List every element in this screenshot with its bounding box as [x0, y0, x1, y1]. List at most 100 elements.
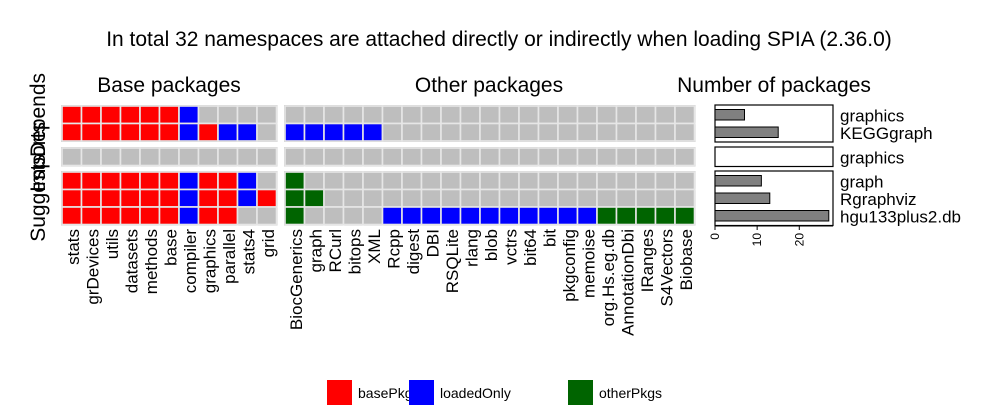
base-column-label: stats4	[239, 229, 258, 274]
heatmap-cell	[401, 188, 423, 208]
heatmap-cell	[119, 147, 141, 167]
other-column-label: rlang	[462, 229, 481, 267]
heatmap-cell	[284, 171, 306, 191]
heatmap-cell	[440, 206, 462, 226]
heatmap-cell	[615, 105, 637, 125]
heatmap-cell	[119, 171, 141, 191]
heatmap-cell	[518, 171, 540, 191]
heatmap-cell	[498, 122, 520, 142]
heatmap-cell	[635, 188, 657, 208]
heatmap-cell	[654, 105, 676, 125]
heatmap-cell	[381, 206, 403, 226]
heatmap-cell	[537, 171, 559, 191]
heatmap-cell	[217, 206, 239, 226]
heatmap-cell	[284, 188, 306, 208]
count-bar	[714, 192, 771, 204]
heatmap-cell	[119, 122, 141, 142]
heatmap-cell	[323, 171, 345, 191]
heatmap-cell	[420, 206, 442, 226]
heatmap-cell	[381, 105, 403, 125]
row-group-label: Depends	[27, 73, 50, 157]
heatmap-cell	[119, 206, 141, 226]
heatmap-cell	[576, 105, 598, 125]
heatmap-cell	[323, 147, 345, 167]
bar-panel-frame	[714, 146, 834, 168]
heatmap-cell	[635, 105, 657, 125]
heatmap-cell	[100, 206, 122, 226]
count-section-title: Number of packages	[677, 74, 871, 97]
heatmap-cell	[498, 147, 520, 167]
heatmap-cell	[303, 105, 325, 125]
base-column-label: graphics	[200, 229, 219, 293]
heatmap-cell	[256, 206, 278, 226]
heatmap-cell	[459, 188, 481, 208]
chart-title: In total 32 namespaces are attached dire…	[106, 28, 892, 51]
heatmap-cell	[557, 105, 579, 125]
other-column-label: Biobase	[677, 229, 696, 290]
heatmap-cell	[61, 188, 83, 208]
heatmap-cell	[479, 122, 501, 142]
heatmap-cell	[557, 122, 579, 142]
other-section-title: Other packages	[415, 74, 563, 97]
row-label: graph	[840, 173, 883, 192]
heatmap-cell	[158, 147, 180, 167]
heatmap-cell	[158, 171, 180, 191]
heatmap-cell	[440, 122, 462, 142]
heatmap-cell	[303, 188, 325, 208]
legend-label: basePkgs	[358, 385, 419, 401]
row-labels: graphicsKEGGgraphgraphicsgraphRgraphvizh…	[840, 107, 961, 227]
heatmap-cell	[139, 105, 161, 125]
heatmap-cell	[217, 122, 239, 142]
heatmap-cell	[518, 147, 540, 167]
heatmap-cell	[654, 171, 676, 191]
heatmap-cell	[674, 206, 696, 226]
heatmap-cell	[178, 188, 200, 208]
other-column-label: BiocGenerics	[287, 229, 306, 330]
heatmap-cell	[217, 188, 239, 208]
heatmap-cell	[576, 206, 598, 226]
heatmap-cell	[61, 105, 83, 125]
heatmap-cell	[381, 122, 403, 142]
heatmap-cell	[284, 147, 306, 167]
count-bar	[714, 175, 762, 187]
heatmap-cell	[236, 105, 258, 125]
heatmap-cell	[498, 188, 520, 208]
heatmap-cell	[596, 206, 618, 226]
other-column-label: S4Vectors	[657, 229, 676, 307]
heatmap-cell	[197, 206, 219, 226]
base-column-label: grid	[259, 229, 278, 257]
heatmap-cell	[401, 147, 423, 167]
count-bar	[714, 109, 745, 121]
heatmap-cell	[420, 171, 442, 191]
heatmap-cell	[401, 171, 423, 191]
other-column-label: DBI	[423, 229, 442, 257]
row-label: graphics	[840, 149, 904, 168]
heatmap-cell	[420, 122, 442, 142]
legend-label: otherPkgs	[599, 385, 662, 401]
row-group-label: Suggests	[27, 154, 50, 242]
heatmap-cell	[362, 171, 384, 191]
other-column-label: bitops	[345, 229, 364, 274]
heatmap-cell	[381, 188, 403, 208]
other-column-label: digest	[404, 229, 423, 275]
heatmap-cell	[303, 171, 325, 191]
heatmap-cell	[381, 147, 403, 167]
heatmap-cell	[362, 122, 384, 142]
heatmap-cell	[303, 206, 325, 226]
heatmap-cell	[459, 206, 481, 226]
heatmap-cell	[80, 171, 102, 191]
heatmap-cell	[119, 105, 141, 125]
heatmap-cell	[401, 105, 423, 125]
heatmap-cell	[236, 171, 258, 191]
heatmap-cell	[100, 147, 122, 167]
heatmap-cell	[100, 105, 122, 125]
heatmap-cell	[284, 122, 306, 142]
heatmap-cell	[537, 188, 559, 208]
heatmap-cell	[635, 122, 657, 142]
heatmap-cell	[178, 122, 200, 142]
heatmap-cell	[420, 105, 442, 125]
heatmap-cell	[615, 147, 637, 167]
heatmap-cell	[158, 122, 180, 142]
base-column-label: base	[161, 229, 180, 266]
